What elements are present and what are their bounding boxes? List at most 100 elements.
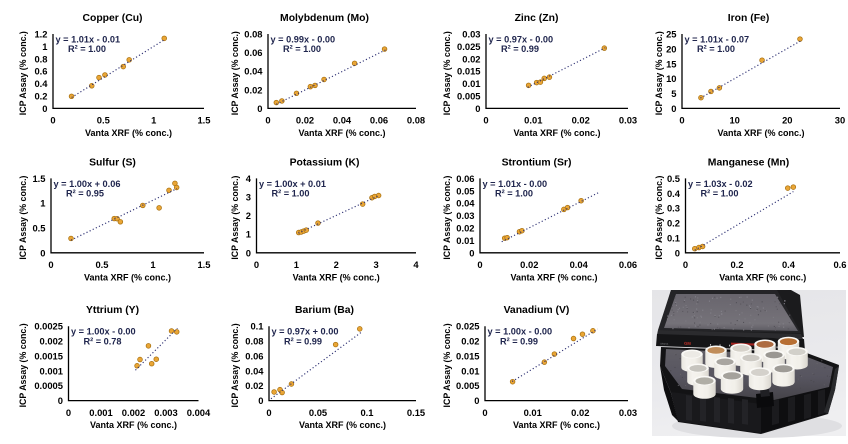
svg-text:3: 3 xyxy=(373,259,378,270)
svg-text:0.6: 0.6 xyxy=(833,259,846,270)
svg-text:Vanta XRF (% conc.): Vanta XRF (% conc.) xyxy=(90,420,177,430)
svg-text:0.0005: 0.0005 xyxy=(34,380,63,391)
svg-text:Sulfur (S): Sulfur (S) xyxy=(89,157,136,168)
svg-text:0.005: 0.005 xyxy=(456,380,479,391)
svg-text:ICP Assay (% conc.): ICP Assay (% conc.) xyxy=(230,175,240,259)
svg-text:Vanta XRF (% conc.): Vanta XRF (% conc.) xyxy=(513,420,600,430)
svg-text:0: 0 xyxy=(48,259,53,270)
svg-text:0.003: 0.003 xyxy=(154,407,177,418)
svg-text:ICP Assay (% conc.): ICP Assay (% conc.) xyxy=(442,31,452,115)
svg-text:R² = 1.00: R² = 1.00 xyxy=(495,189,533,199)
svg-text:0.06: 0.06 xyxy=(619,259,637,270)
svg-text:0.001: 0.001 xyxy=(89,407,112,418)
svg-text:1: 1 xyxy=(151,115,156,126)
svg-text:0.015: 0.015 xyxy=(456,351,479,362)
svg-text:0: 0 xyxy=(474,395,479,406)
svg-text:0: 0 xyxy=(265,115,270,126)
svg-text:2: 2 xyxy=(246,210,251,221)
svg-text:3: 3 xyxy=(246,192,251,203)
svg-text:0.02: 0.02 xyxy=(244,84,262,95)
svg-text:0: 0 xyxy=(40,247,45,258)
svg-text:0.4: 0.4 xyxy=(34,78,48,89)
svg-text:0.03: 0.03 xyxy=(456,210,474,221)
svg-text:0: 0 xyxy=(477,259,482,270)
svg-text:0.025: 0.025 xyxy=(456,321,479,332)
svg-text:0.015: 0.015 xyxy=(457,66,480,77)
svg-text:Molybdenum (Mo): Molybdenum (Mo) xyxy=(280,13,369,24)
svg-text:Vanadium (V): Vanadium (V) xyxy=(504,305,570,316)
svg-text:0.02: 0.02 xyxy=(572,115,590,126)
svg-text:Vanta XRF (% conc.): Vanta XRF (% conc.) xyxy=(513,128,600,138)
svg-text:1: 1 xyxy=(246,229,251,240)
svg-text:y = 1.00x - 0.00: y = 1.00x - 0.00 xyxy=(488,327,553,337)
svg-text:10: 10 xyxy=(666,73,676,84)
svg-text:R² = 0.78: R² = 0.78 xyxy=(83,336,121,346)
svg-text:0.4: 0.4 xyxy=(667,188,681,199)
svg-text:0.002: 0.002 xyxy=(122,407,145,418)
svg-text:15: 15 xyxy=(666,58,676,69)
svg-text:Yttrium (Y): Yttrium (Y) xyxy=(86,305,139,316)
svg-text:30: 30 xyxy=(835,115,845,126)
svg-text:0: 0 xyxy=(58,395,63,406)
svg-text:y = 0.97x - 0.00: y = 0.97x - 0.00 xyxy=(489,34,554,44)
svg-text:0.04: 0.04 xyxy=(456,198,475,209)
svg-text:1: 1 xyxy=(40,198,45,209)
svg-text:Vanta XRF (% conc.): Vanta XRF (% conc.) xyxy=(298,128,385,138)
svg-text:Vanta XRF (% conc.): Vanta XRF (% conc.) xyxy=(293,272,380,282)
svg-text:0.2: 0.2 xyxy=(34,91,47,102)
svg-text:0: 0 xyxy=(675,247,680,258)
svg-text:ICP Assay (% conc.): ICP Assay (% conc.) xyxy=(18,175,28,259)
svg-text:y = 0.99x - 0.00: y = 0.99x - 0.00 xyxy=(271,34,336,44)
svg-text:4: 4 xyxy=(413,259,419,270)
svg-text:0.04: 0.04 xyxy=(245,365,264,376)
svg-text:Barium (Ba): Barium (Ba) xyxy=(295,305,354,316)
svg-text:0.08: 0.08 xyxy=(245,336,263,347)
svg-text:0: 0 xyxy=(42,103,47,114)
svg-text:0.3: 0.3 xyxy=(667,203,680,214)
svg-text:R² = 0.99: R² = 0.99 xyxy=(501,44,539,54)
svg-text:R² = 0.99: R² = 0.99 xyxy=(500,336,538,346)
svg-text:0: 0 xyxy=(66,407,71,418)
svg-text:0.01: 0.01 xyxy=(524,115,542,126)
svg-text:0.08: 0.08 xyxy=(407,115,425,126)
svg-text:0.04: 0.04 xyxy=(244,66,263,77)
svg-text:1.5: 1.5 xyxy=(197,259,210,270)
svg-text:0.15: 0.15 xyxy=(407,407,425,418)
svg-text:0: 0 xyxy=(257,103,262,114)
svg-text:0.08: 0.08 xyxy=(244,29,262,40)
svg-text:Vanta XRF (% conc.): Vanta XRF (% conc.) xyxy=(299,420,386,430)
svg-text:ICP Assay (% conc.): ICP Assay (% conc.) xyxy=(442,323,452,407)
svg-text:0.6: 0.6 xyxy=(34,66,47,77)
svg-text:0.06: 0.06 xyxy=(456,173,474,184)
svg-text:0.5: 0.5 xyxy=(97,115,110,126)
svg-text:0: 0 xyxy=(671,103,676,114)
svg-text:Copper (Cu): Copper (Cu) xyxy=(82,13,142,24)
svg-text:y = 0.97x + 0.00: y = 0.97x + 0.00 xyxy=(272,327,339,337)
svg-text:0: 0 xyxy=(483,115,488,126)
svg-text:Potassium (K): Potassium (K) xyxy=(290,157,360,168)
svg-text:Zinc (Zn): Zinc (Zn) xyxy=(515,13,559,24)
svg-text:0.005: 0.005 xyxy=(457,91,480,102)
svg-text:20: 20 xyxy=(666,43,676,54)
svg-text:0.02: 0.02 xyxy=(571,407,589,418)
svg-text:0.1: 0.1 xyxy=(360,407,373,418)
svg-text:0: 0 xyxy=(266,407,271,418)
svg-text:25: 25 xyxy=(666,29,676,40)
svg-text:R² = 1.00: R² = 1.00 xyxy=(271,189,309,199)
svg-text:ICP Assay (% conc.): ICP Assay (% conc.) xyxy=(18,323,28,407)
svg-text:4: 4 xyxy=(246,173,252,184)
svg-text:R² = 0.99: R² = 0.99 xyxy=(284,336,322,346)
svg-text:0.03: 0.03 xyxy=(619,407,637,418)
svg-text:1: 1 xyxy=(150,259,155,270)
svg-text:Vanta XRF (% conc.): Vanta XRF (% conc.) xyxy=(510,272,597,282)
svg-text:0.05: 0.05 xyxy=(456,185,474,196)
svg-text:0.06: 0.06 xyxy=(244,47,262,58)
svg-text:1.2: 1.2 xyxy=(34,29,47,40)
svg-text:0.02: 0.02 xyxy=(296,115,314,126)
svg-text:1: 1 xyxy=(294,259,299,270)
svg-text:Vanta XRF (% conc.): Vanta XRF (% conc.) xyxy=(717,128,804,138)
svg-text:Vanta XRF (% conc.): Vanta XRF (% conc.) xyxy=(719,272,806,282)
svg-text:0.002: 0.002 xyxy=(40,336,63,347)
svg-text:Iron (Fe): Iron (Fe) xyxy=(728,13,770,24)
svg-text:0: 0 xyxy=(50,115,55,126)
